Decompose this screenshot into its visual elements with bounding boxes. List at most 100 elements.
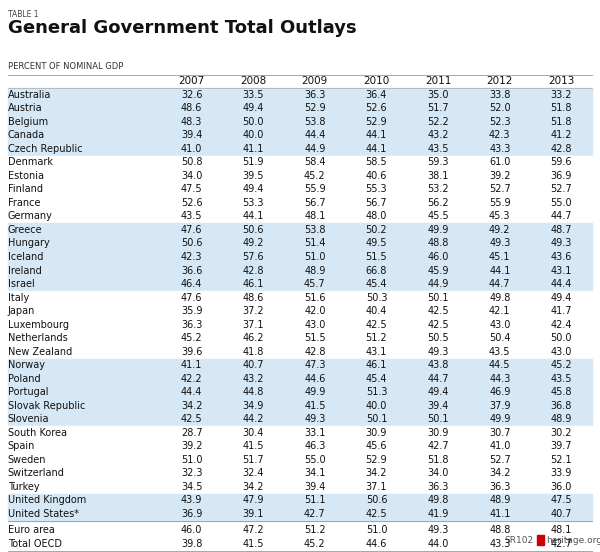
Text: 44.1: 44.1 xyxy=(489,266,511,275)
Text: 41.7: 41.7 xyxy=(551,306,572,316)
Bar xyxy=(8,331,592,345)
Text: 52.6: 52.6 xyxy=(181,198,202,208)
Text: 45.9: 45.9 xyxy=(427,266,449,275)
Text: 44.5: 44.5 xyxy=(489,360,511,370)
Text: 37.1: 37.1 xyxy=(366,482,387,492)
Text: Australia: Australia xyxy=(8,89,51,100)
Text: 34.2: 34.2 xyxy=(366,468,387,479)
Text: 40.4: 40.4 xyxy=(366,306,387,316)
Text: 42.5: 42.5 xyxy=(365,509,388,519)
Text: 33.2: 33.2 xyxy=(551,89,572,100)
Text: 30.9: 30.9 xyxy=(366,428,387,438)
Text: 56.7: 56.7 xyxy=(304,198,326,208)
Text: 56.7: 56.7 xyxy=(365,198,388,208)
Text: Czech Republic: Czech Republic xyxy=(8,144,82,154)
Text: 43.0: 43.0 xyxy=(304,320,326,330)
Text: 34.2: 34.2 xyxy=(242,482,264,492)
Bar xyxy=(8,318,592,331)
Text: United States*: United States* xyxy=(8,509,79,519)
Text: 42.2: 42.2 xyxy=(181,374,202,384)
Text: 44.9: 44.9 xyxy=(304,144,326,154)
Text: Switzerland: Switzerland xyxy=(8,468,65,479)
Text: 44.2: 44.2 xyxy=(242,414,264,424)
Bar xyxy=(8,305,592,318)
Text: 34.0: 34.0 xyxy=(181,171,202,181)
Text: 51.9: 51.9 xyxy=(242,157,264,167)
Bar xyxy=(8,169,592,183)
Text: 41.2: 41.2 xyxy=(551,130,572,140)
Text: 49.2: 49.2 xyxy=(489,225,511,235)
Text: 44.4: 44.4 xyxy=(551,279,572,289)
Text: 34.2: 34.2 xyxy=(181,401,202,411)
Text: 48.1: 48.1 xyxy=(304,211,326,221)
Text: 50.8: 50.8 xyxy=(181,157,202,167)
Text: 43.5: 43.5 xyxy=(489,347,511,357)
Text: 40.7: 40.7 xyxy=(242,360,264,370)
Text: 39.4: 39.4 xyxy=(304,482,326,492)
Text: 43.8: 43.8 xyxy=(427,360,449,370)
Text: Euro area: Euro area xyxy=(8,526,55,535)
Text: 48.8: 48.8 xyxy=(427,238,449,248)
Text: 50.5: 50.5 xyxy=(427,333,449,343)
Text: New Zealand: New Zealand xyxy=(8,347,72,357)
Text: 51.4: 51.4 xyxy=(304,238,326,248)
Text: 40.0: 40.0 xyxy=(366,401,387,411)
Text: 47.2: 47.2 xyxy=(242,526,264,535)
Text: 48.0: 48.0 xyxy=(366,211,387,221)
Text: 46.1: 46.1 xyxy=(242,279,264,289)
Text: 48.3: 48.3 xyxy=(181,117,202,127)
Text: 52.9: 52.9 xyxy=(304,103,326,113)
Text: 2007: 2007 xyxy=(178,76,205,86)
Text: 45.2: 45.2 xyxy=(304,171,326,181)
Text: 52.9: 52.9 xyxy=(365,455,388,465)
Text: 52.0: 52.0 xyxy=(489,103,511,113)
Text: 44.1: 44.1 xyxy=(242,211,264,221)
Text: 50.6: 50.6 xyxy=(242,225,264,235)
Text: Germany: Germany xyxy=(8,211,53,221)
Text: 55.9: 55.9 xyxy=(489,198,511,208)
Text: 36.6: 36.6 xyxy=(181,266,202,275)
Text: 36.3: 36.3 xyxy=(427,482,449,492)
Text: 45.3: 45.3 xyxy=(489,211,511,221)
Text: 49.3: 49.3 xyxy=(427,347,449,357)
Text: 66.8: 66.8 xyxy=(366,266,387,275)
Text: 37.2: 37.2 xyxy=(242,306,264,316)
Text: 40.0: 40.0 xyxy=(242,130,264,140)
Text: 45.1: 45.1 xyxy=(489,252,511,262)
Text: 33.8: 33.8 xyxy=(489,89,511,100)
Text: 52.7: 52.7 xyxy=(489,455,511,465)
Text: 44.7: 44.7 xyxy=(551,211,572,221)
Text: 33.9: 33.9 xyxy=(551,468,572,479)
Bar xyxy=(8,345,592,359)
Text: TABLE 1: TABLE 1 xyxy=(8,10,38,19)
Text: 49.4: 49.4 xyxy=(427,388,449,397)
Text: 58.5: 58.5 xyxy=(365,157,388,167)
Text: Slovenia: Slovenia xyxy=(8,414,49,424)
Text: 49.9: 49.9 xyxy=(304,388,326,397)
Text: 39.2: 39.2 xyxy=(181,442,202,452)
Text: 43.0: 43.0 xyxy=(489,320,511,330)
Bar xyxy=(8,523,592,537)
Text: 39.5: 39.5 xyxy=(242,171,264,181)
Text: 43.3: 43.3 xyxy=(489,144,511,154)
Text: 49.9: 49.9 xyxy=(427,225,449,235)
Text: 43.5: 43.5 xyxy=(551,374,572,384)
Bar xyxy=(8,237,592,251)
Bar xyxy=(8,372,592,386)
Text: 47.3: 47.3 xyxy=(304,360,326,370)
Text: 32.4: 32.4 xyxy=(242,468,264,479)
Text: 39.8: 39.8 xyxy=(181,539,202,549)
Text: 44.4: 44.4 xyxy=(181,388,202,397)
Text: 43.5: 43.5 xyxy=(181,211,202,221)
Text: 50.4: 50.4 xyxy=(489,333,511,343)
Text: 43.1: 43.1 xyxy=(366,347,387,357)
Text: 42.3: 42.3 xyxy=(181,252,202,262)
Text: heritage.org: heritage.org xyxy=(546,537,600,545)
Text: 45.5: 45.5 xyxy=(427,211,449,221)
Text: 2009: 2009 xyxy=(302,76,328,86)
Text: 45.2: 45.2 xyxy=(304,539,326,549)
Bar xyxy=(8,493,592,507)
Text: 51.3: 51.3 xyxy=(366,388,387,397)
Bar xyxy=(8,385,592,399)
Text: 41.1: 41.1 xyxy=(181,360,202,370)
